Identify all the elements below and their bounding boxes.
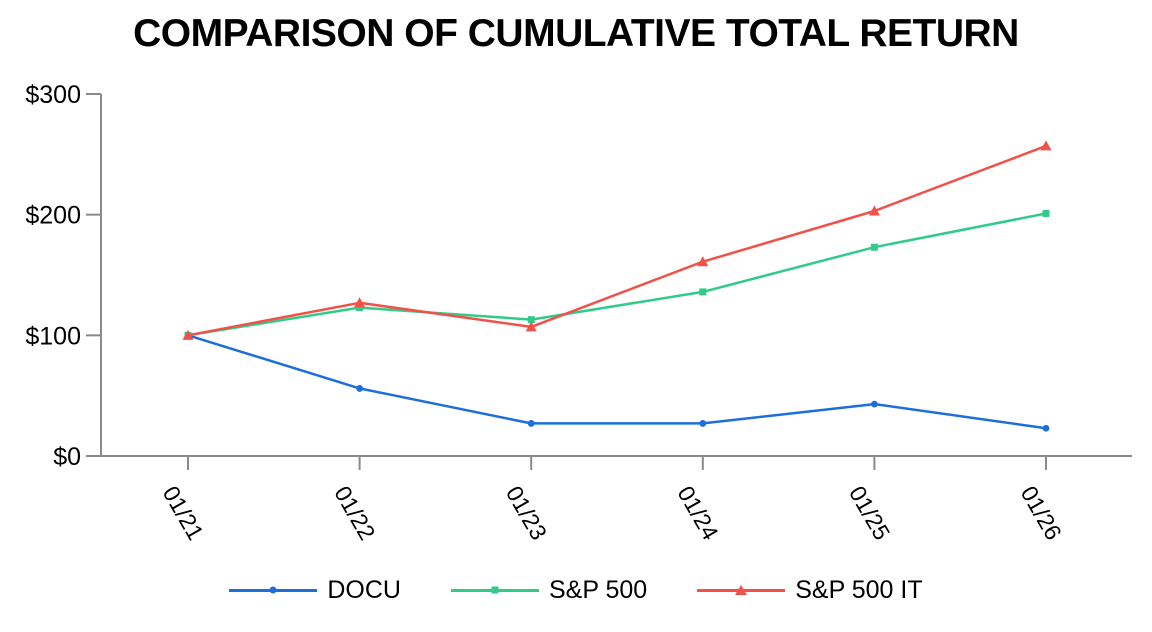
legend-line-swatch	[697, 583, 786, 597]
x-tick-label: 01/21	[158, 482, 209, 545]
data-point-marker	[870, 243, 878, 251]
series-line-s-p-500-it	[186, 144, 1048, 337]
legend-item-docu: DOCU	[229, 576, 401, 605]
y-tick-label: $300	[25, 81, 81, 109]
legend-label: DOCU	[327, 575, 401, 604]
x-tick-label: 01/24	[672, 482, 723, 545]
legend-item-s-p-500: S&P 500	[450, 575, 648, 605]
data-point-marker	[871, 400, 878, 408]
y-tick-label: $200	[25, 202, 81, 230]
y-tick-label: $0	[53, 443, 81, 471]
x-tick-label: 01/23	[501, 482, 552, 545]
chart-title: COMPARISON OF CUMULATIVE TOTAL RETURN	[133, 12, 1019, 55]
data-point-marker	[356, 385, 363, 392]
triangle-marker-icon	[735, 585, 748, 595]
data-point-marker	[1040, 140, 1052, 151]
square-marker-icon	[491, 586, 499, 594]
data-point-marker	[868, 205, 880, 216]
data-point-marker	[699, 420, 707, 427]
x-tick-label: 01/25	[844, 482, 895, 545]
legend-line-swatch	[229, 583, 318, 597]
data-point-marker	[699, 288, 707, 296]
data-point-marker	[527, 420, 535, 427]
circle-marker-icon	[269, 586, 277, 594]
x-tick-label: 01/22	[329, 482, 380, 545]
data-point-marker	[1042, 424, 1050, 432]
data-point-marker	[354, 297, 366, 308]
legend-item-s-p-500-it: S&P 500 IT	[697, 575, 923, 605]
series-line-s-p-500	[186, 212, 1048, 337]
legend: DOCU S&P 500 S&P 500 IT	[0, 572, 1152, 608]
data-point-marker	[697, 256, 709, 267]
legend-line-swatch	[450, 583, 539, 597]
legend-label: S&P 500	[548, 575, 648, 604]
data-point-marker	[356, 304, 364, 312]
legend-label: S&P 500 IT	[795, 575, 923, 604]
x-tick-label: 01/26	[1016, 482, 1067, 545]
data-point-marker	[182, 329, 194, 340]
y-tick-label: $100	[25, 322, 81, 350]
data-point-marker	[525, 321, 537, 332]
data-point-marker	[527, 316, 535, 324]
data-point-marker	[1042, 209, 1050, 217]
series-line-docu	[186, 334, 1048, 430]
